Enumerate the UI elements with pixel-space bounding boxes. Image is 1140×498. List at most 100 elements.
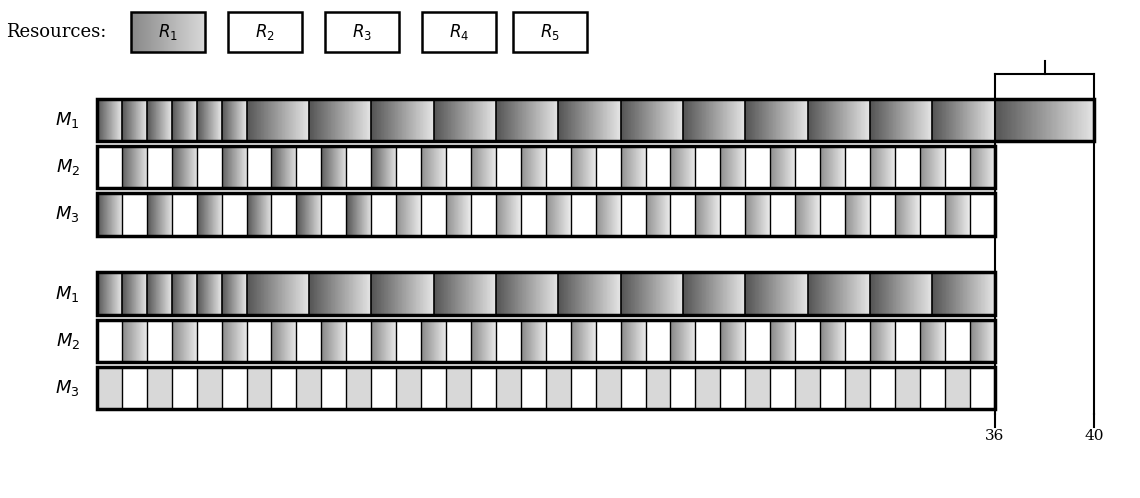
Text: $R_3$: $R_3$ [352, 22, 372, 42]
Bar [496, 99, 497, 141]
Bar [877, 99, 878, 141]
Bar [951, 99, 952, 141]
Bar [642, 272, 643, 315]
Bar [595, 320, 620, 362]
Bar [774, 272, 775, 315]
Bar [1078, 99, 1080, 141]
Bar [559, 99, 560, 141]
Bar [795, 272, 796, 315]
Bar [731, 99, 733, 141]
Bar [307, 99, 308, 141]
Bar [895, 146, 920, 188]
Bar [263, 99, 264, 141]
Bar [927, 99, 928, 141]
Bar [683, 99, 684, 141]
Bar [920, 193, 945, 236]
Bar [416, 272, 417, 315]
Bar [131, 12, 132, 52]
Bar [887, 272, 888, 315]
Bar [640, 272, 642, 315]
Bar [864, 272, 866, 315]
Bar [1083, 99, 1085, 141]
Bar [137, 12, 138, 52]
Bar [294, 272, 295, 315]
Bar [300, 272, 301, 315]
Bar [374, 272, 376, 315]
Bar [879, 272, 881, 315]
Bar [1064, 99, 1065, 141]
Bar [368, 272, 369, 315]
Bar [970, 272, 971, 315]
Bar [504, 99, 505, 141]
Bar [860, 99, 861, 141]
Bar [963, 272, 964, 315]
Bar [658, 99, 659, 141]
Bar [1051, 99, 1052, 141]
Bar [585, 272, 586, 315]
Bar [528, 99, 529, 141]
Bar [839, 272, 840, 315]
Bar [335, 272, 336, 315]
Bar [792, 272, 793, 315]
Bar [926, 99, 927, 141]
Bar [894, 272, 895, 315]
Bar [748, 99, 749, 141]
Bar [329, 99, 332, 141]
Bar [618, 272, 619, 315]
Bar [450, 272, 453, 315]
Bar [982, 272, 983, 315]
Bar [381, 99, 382, 141]
Bar [714, 272, 716, 315]
Bar [953, 272, 954, 315]
Bar [271, 272, 272, 315]
Bar [514, 99, 516, 141]
Bar [584, 272, 585, 315]
Bar [433, 99, 434, 141]
Bar [163, 12, 165, 52]
Bar [907, 272, 909, 315]
Bar [773, 272, 775, 315]
Bar [768, 99, 770, 141]
Bar [554, 272, 555, 315]
Bar [409, 99, 410, 141]
Bar [658, 99, 659, 141]
Bar [945, 320, 970, 362]
Bar [877, 272, 878, 315]
Bar [662, 272, 663, 315]
Bar [332, 272, 334, 315]
Bar [803, 99, 805, 141]
Bar [478, 272, 479, 315]
Bar [579, 272, 580, 315]
Bar [372, 99, 373, 141]
Bar [690, 99, 691, 141]
Bar [502, 99, 503, 141]
Bar [523, 272, 524, 315]
Bar [326, 99, 327, 141]
Bar [262, 272, 263, 315]
Bar [1015, 99, 1017, 141]
Bar [956, 272, 958, 315]
Bar [1037, 99, 1039, 141]
Bar [603, 99, 604, 141]
Bar [854, 99, 855, 141]
Bar [556, 99, 559, 141]
Bar [333, 272, 334, 315]
Bar [147, 146, 172, 188]
Bar [971, 272, 972, 315]
Bar [920, 272, 921, 315]
Bar [754, 99, 755, 141]
Bar [889, 272, 890, 315]
Bar [682, 272, 684, 315]
Bar [606, 99, 608, 141]
Bar [443, 272, 445, 315]
Bar [828, 272, 829, 315]
Bar [597, 272, 598, 315]
Bar [974, 99, 975, 141]
Bar [317, 272, 319, 315]
Bar [641, 99, 642, 141]
Bar [720, 367, 746, 409]
Bar [495, 272, 496, 315]
Bar [446, 99, 447, 141]
Bar [691, 99, 692, 141]
Bar [630, 99, 632, 141]
